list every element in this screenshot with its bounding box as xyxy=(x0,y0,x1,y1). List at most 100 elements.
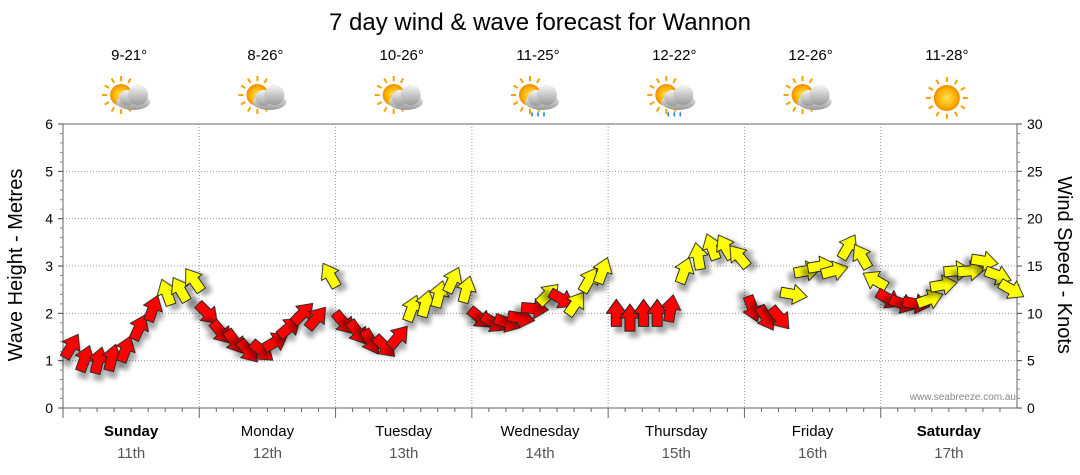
sun-ray xyxy=(110,106,116,112)
sun-ray xyxy=(655,106,661,112)
y-axis-right-label: Wind Speed - Knots xyxy=(1053,176,1075,354)
day-name-label: Thursday xyxy=(645,423,708,440)
sun-ray xyxy=(649,84,655,89)
day-temperature: 12-26° xyxy=(788,47,832,64)
rain-drop xyxy=(543,111,545,117)
wind-arrow xyxy=(862,271,890,292)
cloud-shape xyxy=(661,85,696,110)
wind-arrow xyxy=(59,333,81,361)
y-right-tick-label: 15 xyxy=(1027,258,1043,274)
sun-ray xyxy=(240,101,246,106)
sun-ray xyxy=(127,78,132,84)
credit-text: www.seabreeze.com.au xyxy=(909,392,1016,403)
sun-ray xyxy=(808,78,813,84)
sun-ray xyxy=(928,105,934,110)
sun-ray xyxy=(376,84,383,89)
rain-drop xyxy=(537,111,539,117)
wind-arrow xyxy=(345,318,367,345)
rain-drop xyxy=(667,111,670,117)
sun-cloud-icon xyxy=(374,76,423,114)
sun-ray xyxy=(672,78,677,84)
sun-ray xyxy=(263,78,268,84)
wind-arrow xyxy=(836,234,858,262)
sun-ray xyxy=(104,84,110,89)
y-right-tick-label: 25 xyxy=(1027,163,1043,179)
day-name-label: Wednesday xyxy=(501,423,580,440)
wind-arrow xyxy=(767,304,790,330)
sun-ray xyxy=(785,84,791,89)
sun-ray xyxy=(649,101,655,106)
wind-arrow xyxy=(929,274,958,296)
wind-arrow xyxy=(852,243,873,271)
sun-ray xyxy=(953,111,959,117)
day-headers: 9-21° Sunday 11th 8-26° Monday 12th 10-26° Tues… xyxy=(102,47,982,462)
sun-disc xyxy=(933,85,960,111)
sun-ray xyxy=(935,111,940,117)
sun-ray xyxy=(383,106,388,112)
cloud-shape xyxy=(797,85,832,110)
sun-ray xyxy=(399,78,405,84)
day-temperature: 11-25° xyxy=(516,47,559,64)
rain-drop xyxy=(673,111,676,117)
wind-arrow xyxy=(385,325,408,351)
sun-ray xyxy=(104,101,110,106)
wind-arrow xyxy=(605,298,627,327)
y-right-tick-label: 10 xyxy=(1027,305,1043,321)
sun-ray xyxy=(928,86,934,91)
sun-ray xyxy=(110,78,116,84)
day-date-label: 15th xyxy=(662,445,691,462)
wind-arrow xyxy=(401,294,422,324)
wind-arrow xyxy=(633,298,655,327)
day-date-label: 11th xyxy=(117,445,145,462)
rain-drop xyxy=(679,111,682,117)
wind-arrow xyxy=(592,257,613,286)
wind-arrow xyxy=(779,284,808,305)
wind-arrow xyxy=(185,268,206,295)
chart-title: 7 day wind & wave forecast for Wannon xyxy=(329,9,751,36)
sun-ray xyxy=(785,101,791,106)
sun-ray xyxy=(376,101,383,106)
wind-arrow xyxy=(320,262,342,290)
wind-arrow xyxy=(956,260,986,282)
wind-arrow xyxy=(128,314,149,342)
y-left-tick-label: 0 xyxy=(45,400,53,416)
y-left-tick-label: 5 xyxy=(45,163,53,179)
y-right-tick-label: 20 xyxy=(1027,211,1043,227)
y-right-tick-label: 5 xyxy=(1027,353,1035,369)
wind-arrow xyxy=(156,278,177,307)
sun-ray xyxy=(655,78,661,84)
sun-ray xyxy=(247,78,252,84)
sun-cloud-icon xyxy=(238,76,287,114)
wind-arrow xyxy=(74,345,95,374)
wind-arrow xyxy=(701,233,722,262)
wind-arrow xyxy=(563,291,585,318)
sun-icon xyxy=(925,77,968,119)
y-left-tick-label: 2 xyxy=(45,305,53,321)
day-name-label: Sunday xyxy=(104,423,159,440)
sun-ray xyxy=(240,84,246,89)
sun-ray xyxy=(536,78,541,84)
y-left-tick-label: 4 xyxy=(45,211,53,227)
sun-ray xyxy=(953,79,959,85)
sun-ray xyxy=(960,105,966,110)
wind-arrows xyxy=(59,233,1025,376)
wind-arrow xyxy=(101,343,123,373)
y-right-tick-label: 30 xyxy=(1027,116,1043,132)
y-left-tick-label: 1 xyxy=(45,353,53,369)
day-temperature: 11-28° xyxy=(925,47,968,64)
wind-arrow xyxy=(687,242,709,271)
grid: 0 1 2 3 4 5 6 0 5 10 15 20 25 30 xyxy=(45,116,1043,418)
sun-ray xyxy=(792,106,797,112)
day-temperature: 9-21° xyxy=(111,47,147,64)
day-name-label: Tuesday xyxy=(375,423,432,440)
wind-arrow xyxy=(415,289,436,319)
day-temperature: 12-22° xyxy=(652,47,696,64)
wind-arrow xyxy=(520,298,549,320)
y-left-tick-label: 3 xyxy=(45,258,53,274)
day-name-label: Friday xyxy=(792,423,834,440)
sun-ray xyxy=(513,84,519,89)
sun-ray xyxy=(519,78,524,84)
day-date-label: 17th xyxy=(934,445,963,462)
day-temperature: 10-26° xyxy=(380,47,424,64)
